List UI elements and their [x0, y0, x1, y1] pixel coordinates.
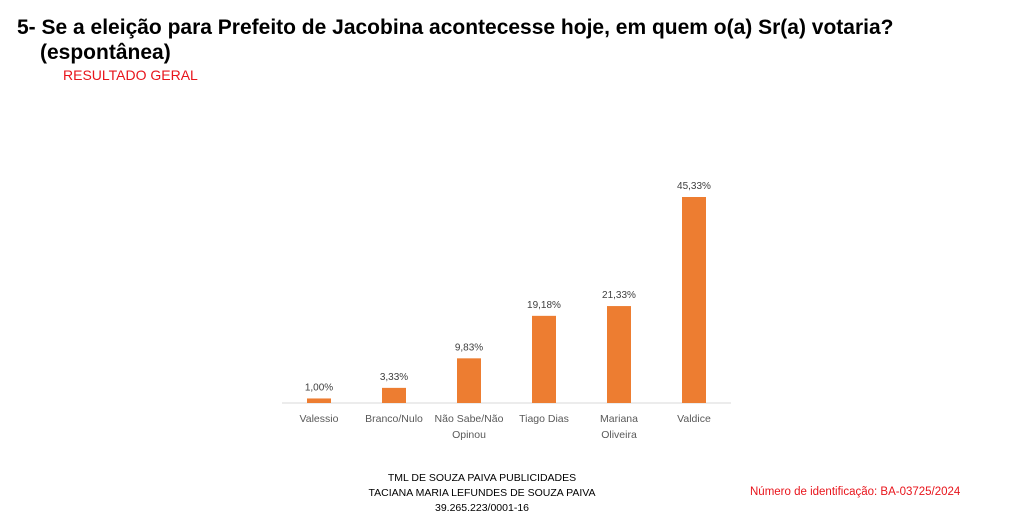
bar: [382, 387, 406, 403]
x-tick-label: Mariana Oliveira: [600, 413, 638, 441]
chart-subtitle: RESULTADO GERAL: [63, 67, 198, 83]
identification-number: Número de identificação: BA-03725/2024: [750, 486, 961, 498]
x-tick-label: Valessio: [300, 413, 339, 425]
bar: [532, 315, 556, 403]
bar: [682, 197, 706, 403]
data-label: 9,83%: [455, 342, 483, 353]
page-title: 5- Se a eleição para Prefeito de Jacobin…: [17, 16, 894, 39]
bar: [607, 306, 631, 403]
x-tick-label: Valdice: [677, 413, 711, 425]
x-tick-label: Não Sabe/Não Opinou: [435, 413, 504, 441]
x-tick-label: Tiago Dias: [519, 413, 569, 425]
data-label: 3,33%: [380, 372, 408, 383]
footer-company: TML DE SOUZA PAIVA PUBLICIDADES: [387, 472, 577, 484]
footer-cnpj: 39.265.223/0001-16: [434, 502, 530, 514]
data-label: 1,00%: [305, 382, 333, 393]
data-label: 45,33%: [677, 181, 711, 192]
data-label: 21,33%: [602, 290, 636, 301]
footer-owner: TACIANA MARIA LEFUNDES DE SOUZA PAIVA: [368, 487, 596, 499]
x-tick-label: Branco/Nulo: [365, 413, 423, 425]
bar: [457, 358, 481, 403]
bar: [307, 398, 331, 403]
data-label: 19,18%: [527, 300, 561, 311]
page-title-continuation: (espontânea): [40, 41, 171, 64]
